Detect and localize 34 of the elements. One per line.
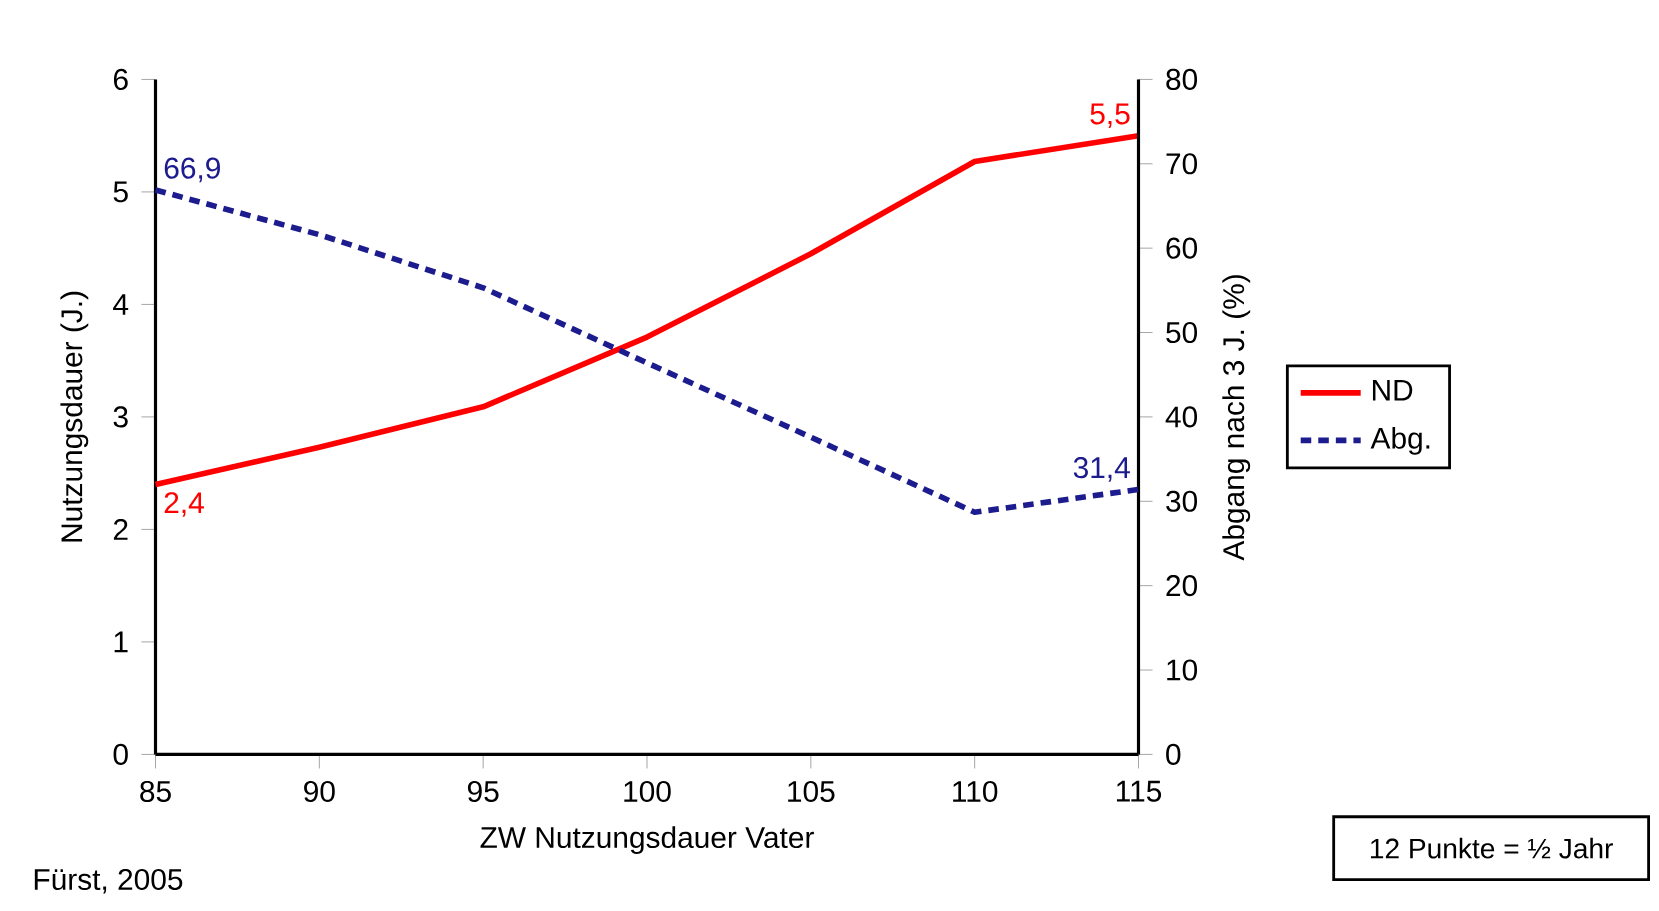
y2-tick-label: 30	[1166, 490, 1198, 512]
legend-label: Abg.	[1370, 426, 1430, 455]
x-tick-label: 100	[624, 780, 671, 803]
x-tick-label: 90	[304, 780, 335, 803]
y-tick-label: 6	[113, 68, 128, 90]
text: Fürst, 2005	[34, 868, 183, 894]
x-tick-label: 110	[953, 780, 998, 803]
y-tick-label: 5	[113, 181, 128, 203]
y2-tick-label: 20	[1166, 575, 1198, 597]
y-tick-label: 0	[113, 743, 128, 765]
y2-tick-label: 40	[1165, 406, 1198, 428]
x-axis-title: ZW Nutzungsdauer Vater	[480, 826, 814, 854]
text: 12 Punkte = ½ Jahr	[1370, 837, 1613, 859]
data-label: 2,4	[164, 492, 204, 517]
data-label: 31,4	[1073, 457, 1130, 482]
data-label: 5,5	[1090, 103, 1130, 128]
y2-tick-label: 0	[1166, 743, 1181, 765]
y2-tick-label: 10	[1167, 659, 1198, 681]
x-tick-label: 105	[788, 780, 835, 803]
y-tick-label: 2	[113, 519, 128, 540]
y2-axis-title: Abgang nach 3 J. (%)	[1222, 275, 1251, 561]
x-tick-label: 95	[467, 780, 499, 803]
y-tick-label: 4	[113, 294, 129, 315]
y-axis-title: Nutzungsdauer (J.)	[60, 291, 89, 542]
y2-tick-label: 60	[1166, 237, 1198, 259]
x-tick-label: 85	[140, 780, 171, 803]
data-label: 66,9	[164, 157, 220, 183]
legend-label: ND	[1372, 379, 1413, 401]
x-tick-label: 115	[1116, 780, 1162, 802]
y2-tick-label: 50	[1166, 321, 1198, 344]
y-tick-label: 3	[113, 406, 128, 428]
y2-tick-label: 80	[1166, 68, 1198, 90]
y2-tick-label: 70	[1166, 153, 1198, 175]
y-tick-label: 1	[114, 631, 128, 653]
